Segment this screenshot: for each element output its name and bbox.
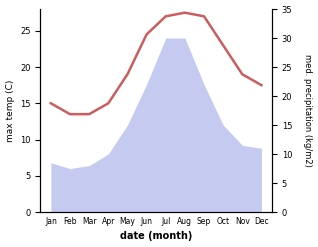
- Y-axis label: max temp (C): max temp (C): [5, 79, 15, 142]
- X-axis label: date (month): date (month): [120, 231, 192, 242]
- Y-axis label: med. precipitation (kg/m2): med. precipitation (kg/m2): [303, 54, 313, 167]
